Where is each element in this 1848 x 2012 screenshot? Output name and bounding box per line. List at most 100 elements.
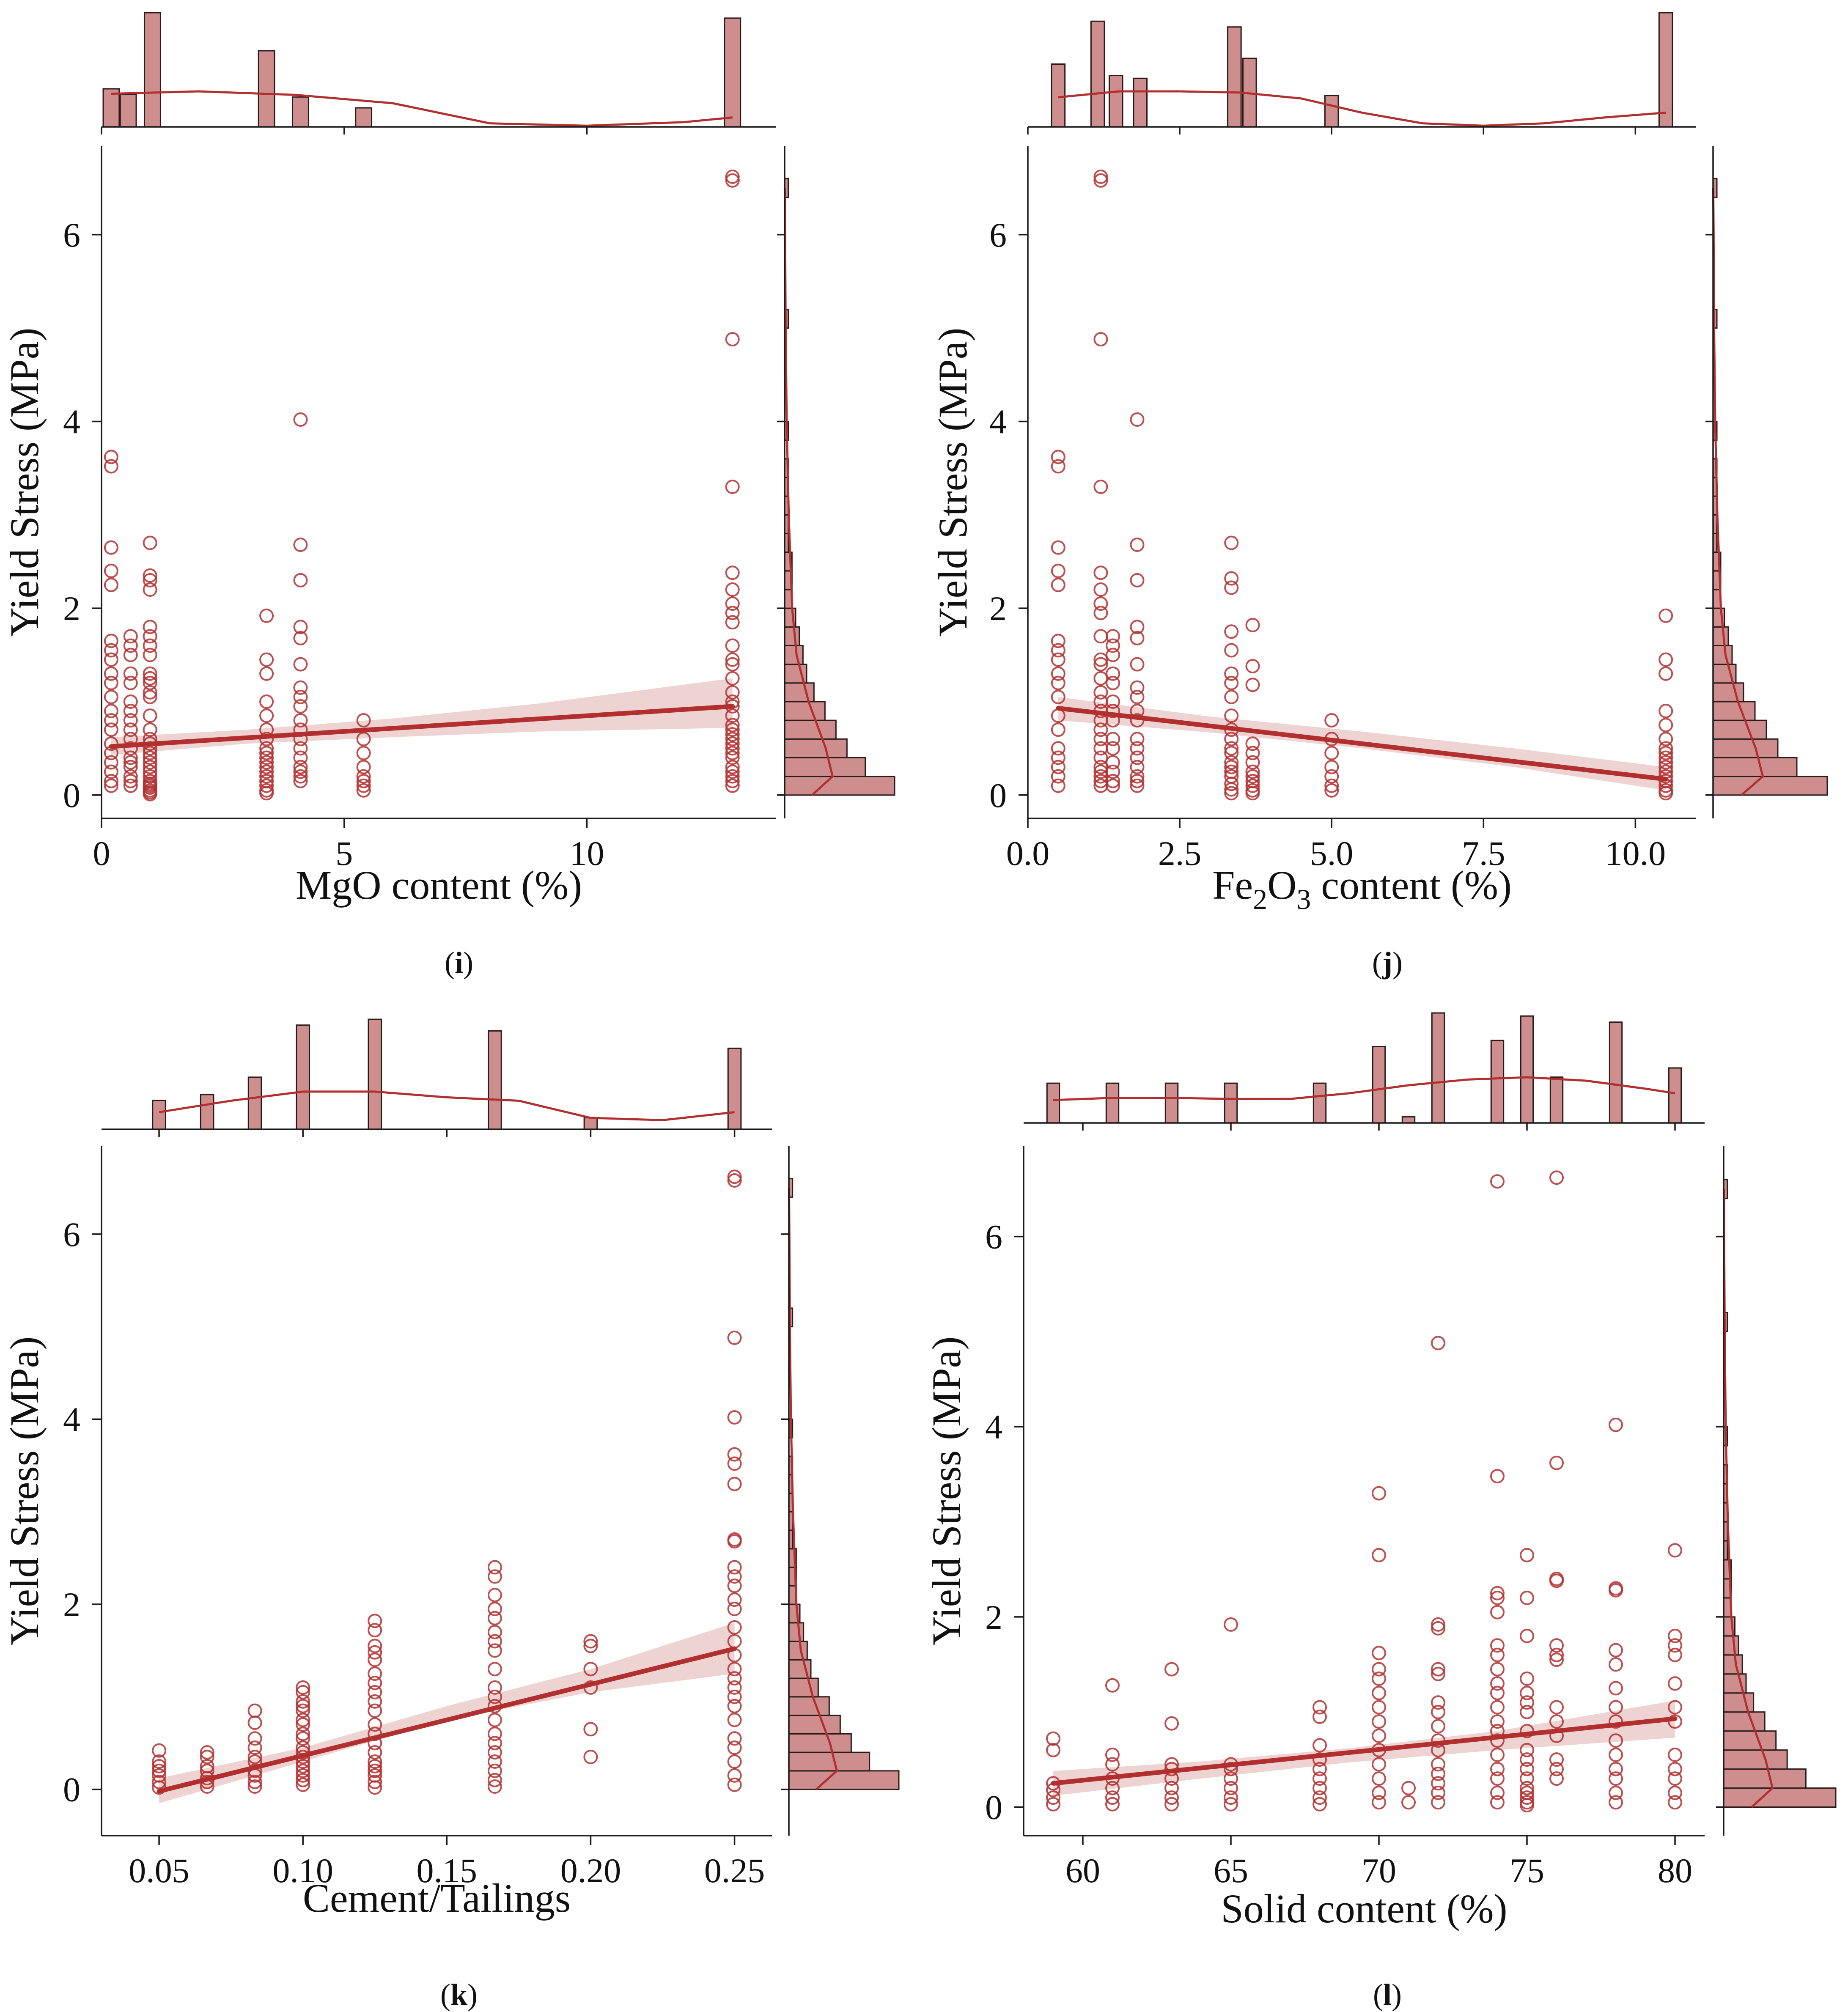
scatter-point (123, 774, 138, 788)
scatter-point (1051, 652, 1065, 667)
scatter-point (487, 1680, 502, 1695)
y-tick-label: 0 (63, 1770, 80, 1809)
scatter-point (725, 582, 740, 597)
scatter-point (296, 1773, 310, 1787)
scatter-point (725, 638, 740, 653)
x-axis-label-part: Fe (1212, 862, 1253, 908)
scatter-point (293, 764, 308, 779)
top-hist-bar (1313, 1082, 1327, 1124)
scatter-point (727, 1173, 742, 1188)
scatter-point (725, 769, 740, 784)
scatter-point (368, 1652, 382, 1667)
scatter-point (1093, 722, 1108, 737)
scatter-point (1490, 1590, 1505, 1605)
scatter-point (725, 169, 740, 184)
scatter-point (1549, 1771, 1564, 1786)
scatter-point (143, 582, 157, 597)
confidence-band (159, 1622, 735, 1803)
caption-open-paren: ( (440, 1978, 450, 2012)
scatter-point (727, 1754, 742, 1769)
scatter-point (725, 727, 740, 742)
x-tick-label: 60 (1065, 1851, 1100, 1890)
scatter-point (1659, 652, 1673, 667)
scatter-point (259, 694, 274, 709)
scatter-point (1431, 1719, 1445, 1734)
scatter-point (356, 778, 371, 793)
scatter-point (1609, 1643, 1623, 1658)
x-tick-label: 7.5 (1462, 834, 1505, 873)
scatter-point (487, 1754, 502, 1769)
scatter-point (487, 1713, 502, 1727)
scatter-point (143, 675, 157, 690)
x-tick-label: 0.05 (129, 1851, 189, 1890)
scatter-point (1668, 1638, 1682, 1653)
scatter-point (1659, 741, 1673, 756)
top-hist-bar (1133, 77, 1148, 128)
scatter-point (1106, 755, 1120, 770)
scatter-point (1051, 563, 1065, 578)
scatter-point (143, 787, 157, 802)
scatter-point (727, 1699, 742, 1713)
scatter-point (1549, 1170, 1564, 1185)
scatter-point (1324, 746, 1339, 760)
scatter-point (1313, 1771, 1327, 1786)
scatter-point (487, 1773, 502, 1787)
confidence-band (111, 678, 733, 755)
right-hist-bar (788, 1622, 805, 1642)
x-tick-label: 70 (1362, 1851, 1396, 1890)
right-hist-bar (788, 1696, 830, 1716)
scatter-point (487, 1763, 502, 1778)
top-hist-bar (1227, 26, 1242, 128)
scatter-point (1164, 1790, 1179, 1805)
scatter-point (1245, 786, 1260, 801)
scatter-point (143, 629, 157, 644)
scatter-point (293, 573, 308, 587)
scatter-point (293, 774, 308, 788)
scatter-point (104, 643, 118, 658)
scatter-point (152, 1775, 167, 1790)
scatter-point (152, 1743, 167, 1758)
right-hist-bar (784, 645, 804, 665)
top-hist-bar (1520, 1015, 1534, 1124)
scatter-point (1130, 750, 1145, 765)
scatter-point (293, 657, 308, 672)
scatter-point (143, 689, 157, 704)
scatter-point (1401, 1781, 1416, 1795)
scatter-point (1224, 643, 1239, 658)
right-kde-curve (1712, 188, 1764, 796)
scatter-point (104, 577, 118, 592)
scatter-point (727, 1447, 742, 1462)
scatter-point (368, 1754, 382, 1769)
scatter-point (143, 573, 157, 587)
scatter-point (727, 1456, 742, 1471)
scatter-point (1093, 652, 1108, 667)
scatter-point (727, 1602, 742, 1616)
scatter-point (1431, 1662, 1445, 1677)
top-kde-curve (1058, 90, 1666, 127)
top-hist-bar (1090, 20, 1105, 128)
scatter-point (725, 480, 740, 494)
scatter-point (152, 1759, 167, 1773)
scatter-point (1224, 755, 1239, 770)
scatter-point (1224, 1797, 1238, 1812)
scatter-point (259, 708, 274, 723)
scatter-point (1609, 1785, 1623, 1800)
scatter-point (1549, 1652, 1564, 1667)
scatter-point (1106, 694, 1120, 709)
scatter-point (259, 746, 274, 760)
scatter-point (368, 1745, 382, 1760)
scatter-point (725, 173, 740, 188)
y-tick-label: 2 (63, 1585, 80, 1624)
scatter-point (1659, 750, 1673, 765)
scatter-point (143, 666, 157, 681)
scatter-point (1372, 1714, 1386, 1729)
y-tick-label: 0 (989, 776, 1007, 815)
scatter-point (356, 732, 371, 747)
scatter-point (1224, 786, 1239, 801)
right-hist-bar (1723, 1654, 1743, 1675)
scatter-point (104, 459, 118, 474)
scatter-point (1224, 1771, 1238, 1786)
scatter-point (368, 1676, 382, 1690)
scatter-point (200, 1745, 214, 1760)
y-axis-label: Yield Stress (MPa) (2, 328, 47, 637)
